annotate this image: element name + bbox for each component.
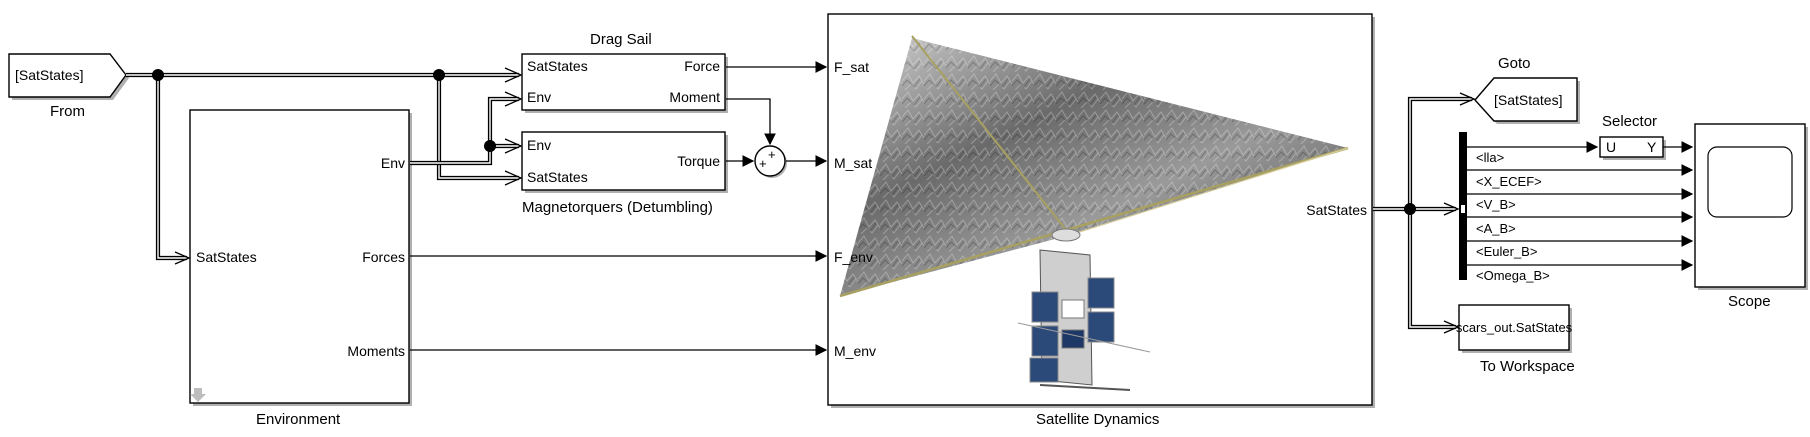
environment-out-env: Env bbox=[381, 155, 405, 171]
drag-sail-title: Drag Sail bbox=[590, 31, 652, 48]
satellite-in-f-env: F_env bbox=[834, 249, 873, 265]
drag-sail-in-satstates: SatStates bbox=[527, 58, 588, 74]
bus-signal-x-ecef: <X_ECEF> bbox=[1476, 174, 1542, 189]
magnetorquers-block[interactable]: Env SatStates Torque Magnetorquers (Detu… bbox=[521, 131, 728, 216]
satellite-dynamics-caption: Satellite Dynamics bbox=[1036, 411, 1159, 428]
to-workspace-block[interactable]: scars_out.SatStates To Workspace bbox=[1456, 304, 1575, 375]
magnetorquers-in-satstates: SatStates bbox=[527, 169, 588, 185]
environment-out-forces: Forces bbox=[362, 249, 405, 265]
scope-block[interactable]: Scope bbox=[1694, 123, 1808, 310]
selector-in-u: U bbox=[1606, 139, 1616, 155]
bus-selector-block[interactable]: <lla> <X_ECEF> <V_B> <A_B> <Euler_B> <Om… bbox=[1459, 132, 1550, 283]
scope-screen-icon bbox=[1707, 146, 1793, 218]
bus-signal-lla: <lla> bbox=[1476, 150, 1504, 165]
from-tag: [SatStates] bbox=[15, 67, 83, 83]
sum-sign-left: + bbox=[759, 156, 767, 171]
bus-signal-omega-b: <Omega_B> bbox=[1476, 268, 1550, 283]
signal-wires bbox=[126, 61, 1694, 356]
drag-sail-block[interactable]: Drag Sail SatStates Env Force Moment bbox=[521, 31, 728, 113]
environment-caption: Environment bbox=[256, 411, 341, 428]
from-block[interactable]: [SatStates] From bbox=[8, 53, 129, 120]
bus-signal-a-b: <A_B> bbox=[1476, 221, 1516, 236]
bus-signal-euler-b: <Euler_B> bbox=[1476, 244, 1537, 259]
drag-sail-out-moment: Moment bbox=[669, 89, 720, 105]
environment-block[interactable]: SatStates Env Forces Moments Environment bbox=[189, 109, 412, 428]
selector-block[interactable]: Selector U Y bbox=[1599, 113, 1666, 160]
magnetorquers-out-torque: Torque bbox=[677, 153, 720, 169]
sum-block[interactable]: + + bbox=[754, 145, 787, 178]
drag-sail-out-force: Force bbox=[684, 58, 720, 74]
satellite-in-m-sat: M_sat bbox=[834, 155, 872, 171]
satellite-dynamics-block[interactable]: F_sat M_sat F_env M_env SatStates Satell… bbox=[827, 13, 1375, 428]
magnetorquers-caption: Magnetorquers (Detumbling) bbox=[522, 199, 713, 216]
environment-in-satstates: SatStates bbox=[196, 249, 257, 265]
satellite-image bbox=[839, 35, 1349, 391]
cubesat-body bbox=[1017, 249, 1151, 391]
environment-out-moments: Moments bbox=[347, 343, 405, 359]
goto-tag: [SatStates] bbox=[1494, 92, 1562, 108]
selector-out-y: Y bbox=[1647, 139, 1657, 155]
goto-title: Goto bbox=[1498, 55, 1531, 72]
satellite-in-f-sat: F_sat bbox=[834, 59, 869, 75]
magnetorquers-in-env: Env bbox=[527, 137, 551, 153]
satellite-in-m-env: M_env bbox=[834, 343, 876, 359]
bus-signal-v-b: <V_B> bbox=[1476, 197, 1516, 212]
drag-sail-in-env: Env bbox=[527, 89, 551, 105]
scope-caption: Scope bbox=[1728, 293, 1771, 310]
selector-title: Selector bbox=[1602, 113, 1657, 130]
sum-sign-top: + bbox=[768, 147, 776, 162]
from-caption: From bbox=[50, 103, 85, 120]
to-workspace-variable: scars_out.SatStates bbox=[1456, 320, 1573, 335]
subsystem-arrow-icon bbox=[190, 388, 206, 402]
to-workspace-caption: To Workspace bbox=[1480, 358, 1575, 375]
satellite-out-satstates: SatStates bbox=[1306, 202, 1367, 218]
goto-block[interactable]: Goto [SatStates] bbox=[1474, 55, 1580, 124]
